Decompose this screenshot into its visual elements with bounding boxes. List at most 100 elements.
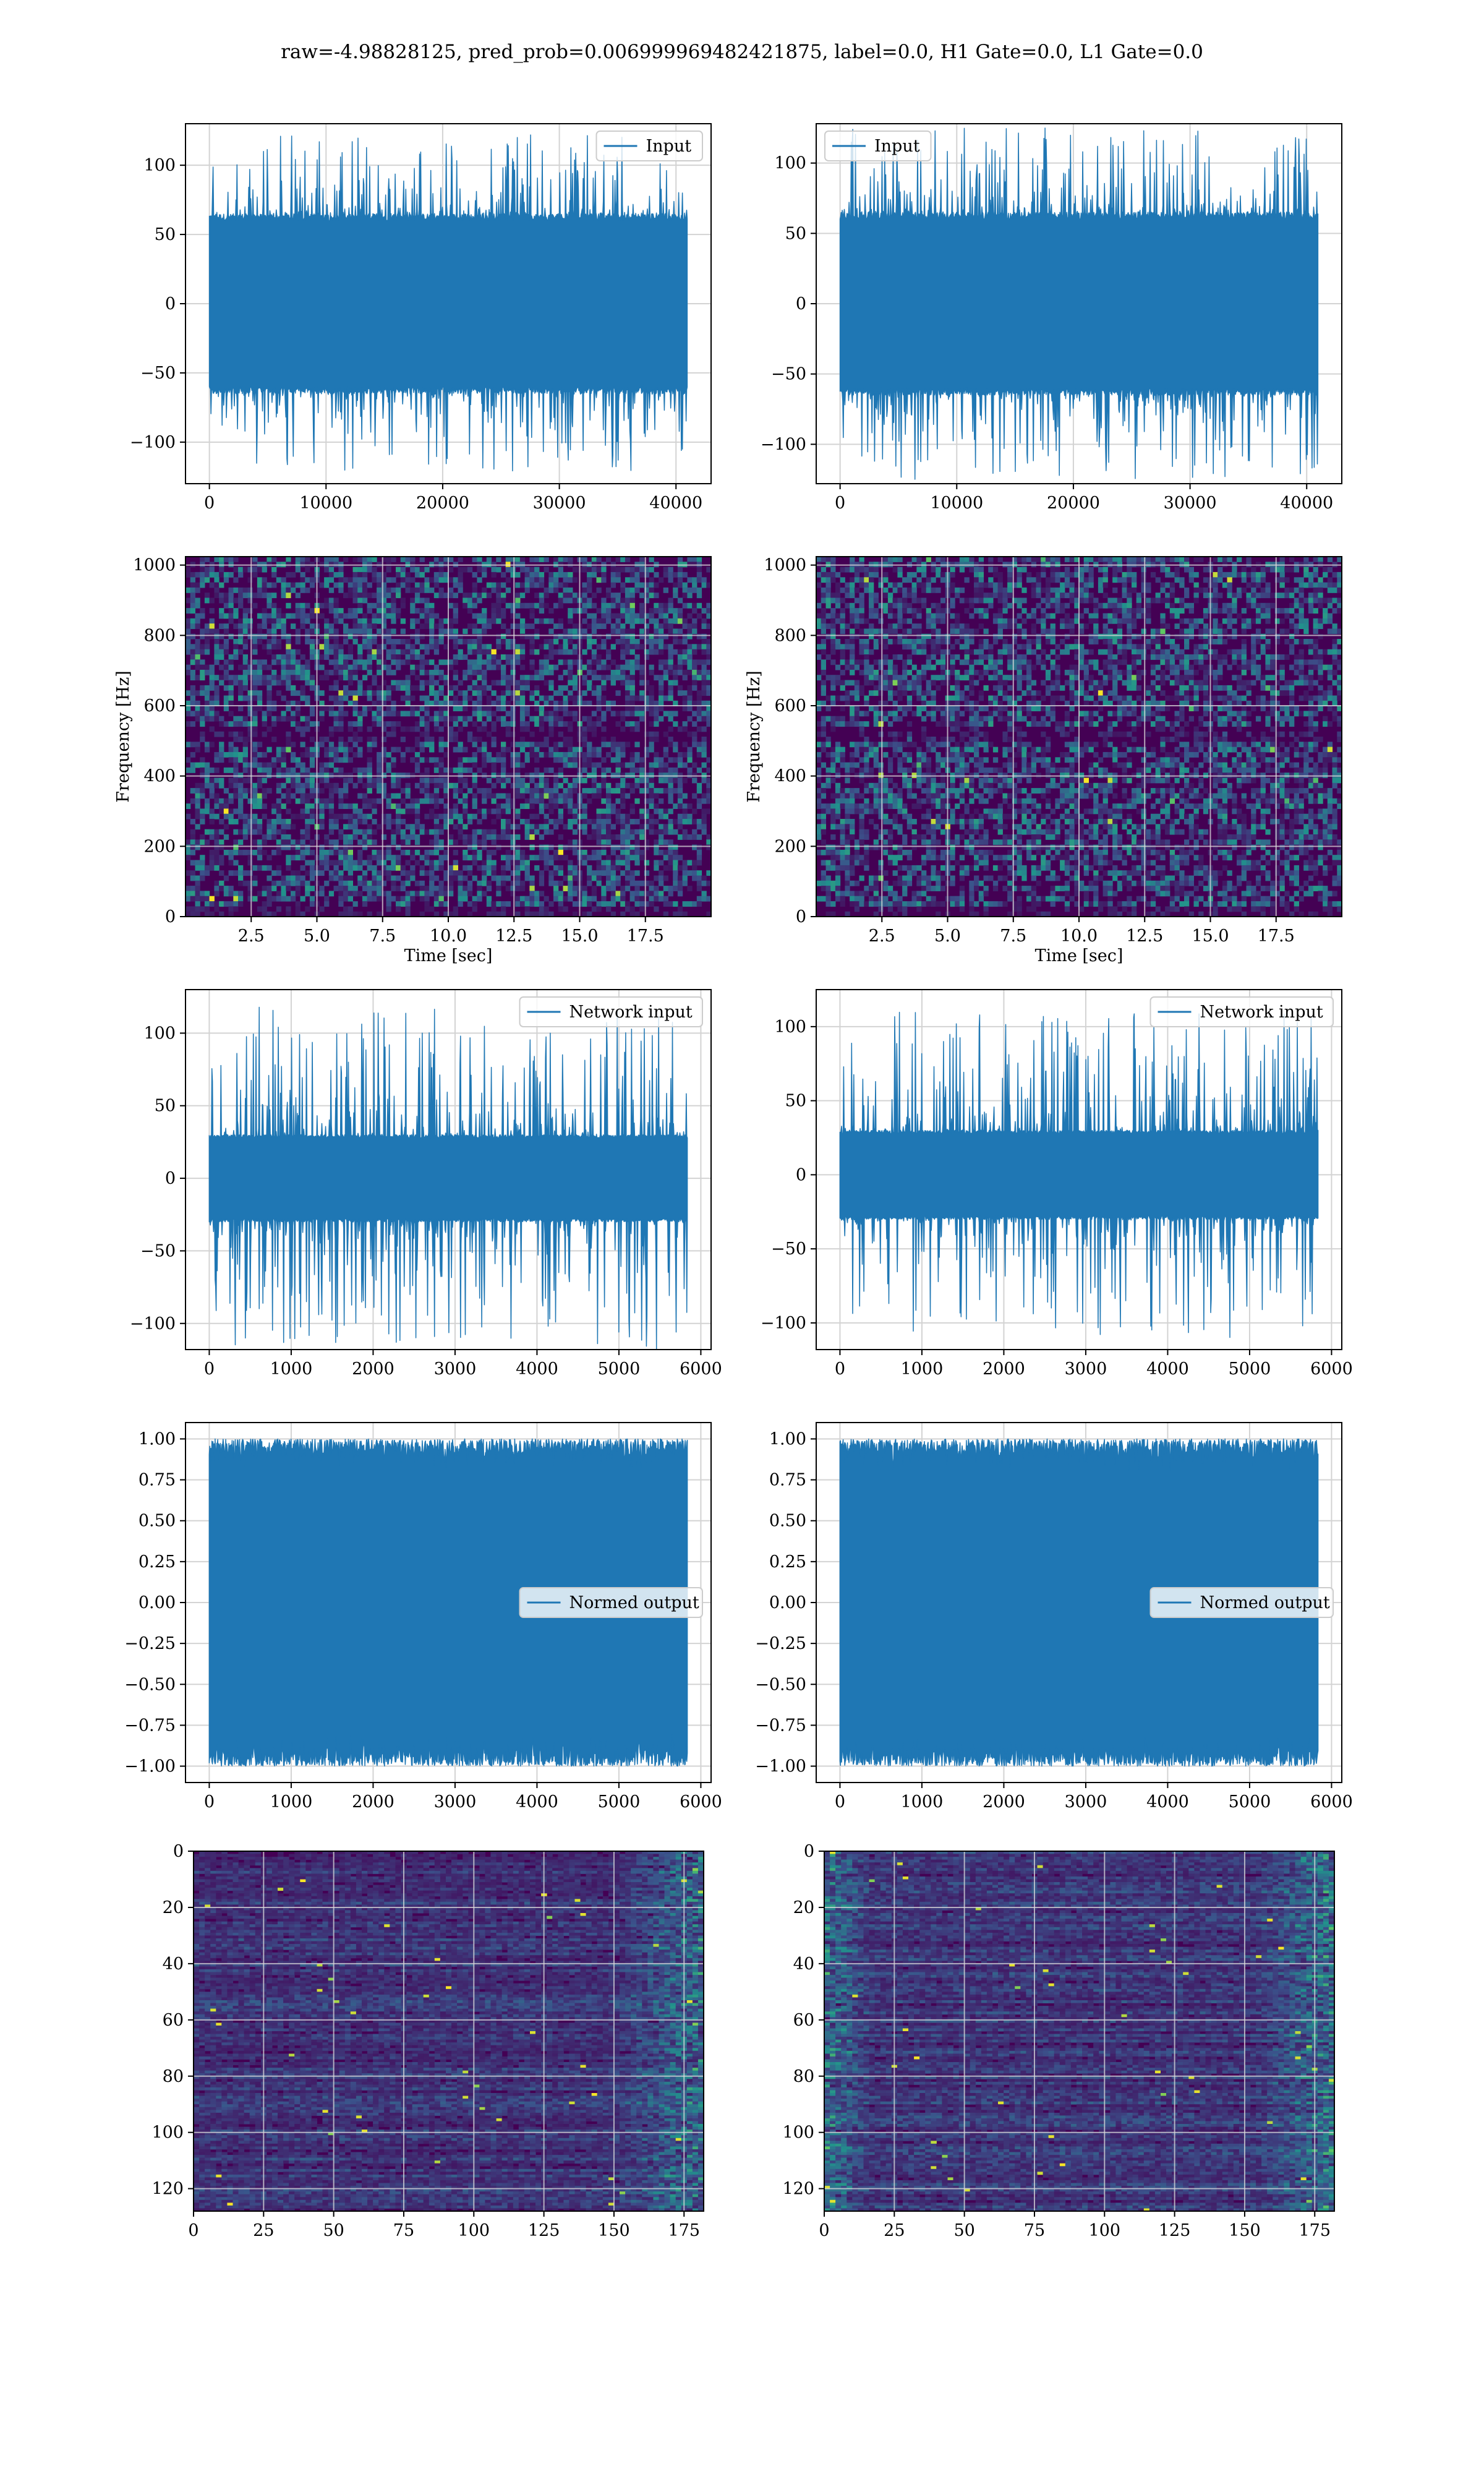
spec-left-heatmap-cell [362, 876, 367, 881]
spec-left-heatmap-cell [548, 747, 553, 753]
spec-left-heatmap-cell [487, 644, 492, 649]
spec-left-heatmap-cell [539, 644, 544, 649]
spec-left-heatmap-cell [301, 742, 305, 747]
spec-left-heatmap-cell [520, 886, 525, 891]
spec-left-heatmap-cell [597, 634, 602, 640]
spec-left-heatmap-cell [372, 577, 377, 583]
spec-left-heatmap-cell [639, 881, 644, 886]
spec-left-heatmap-cell [310, 783, 315, 789]
spec-left-heatmap-cell [601, 824, 606, 829]
spec-left-heatmap-cell [205, 670, 210, 675]
spec-left-heatmap-cell [205, 634, 210, 640]
spec-left-heatmap-cell [348, 855, 353, 860]
spec-left-heatmap-cell [210, 670, 215, 675]
spec-left-heatmap-cell [592, 690, 597, 696]
spec-left-heatmap-cell [592, 752, 597, 758]
spec-left-heatmap-cell [238, 901, 243, 907]
spec-left-heatmap-cell [463, 783, 467, 789]
spec-left-heatmap-cell [616, 752, 621, 758]
spec-left-heatmap-cell [548, 845, 553, 850]
spec-left-heatmap-cell [515, 814, 520, 820]
spec-left-heatmap-cell [606, 860, 611, 866]
spec-left-heatmap-cell [477, 665, 482, 670]
spec-left-heatmap-cell [453, 603, 458, 609]
spec-left-heatmap-cell [324, 557, 329, 562]
spec-left-heatmap-cell [529, 803, 534, 809]
spec-left-heatmap-cell [305, 778, 310, 784]
spec-left-heatmap-cell [573, 628, 578, 634]
spec-left-heatmap-cell [286, 839, 291, 845]
spec-left-heatmap-cell [229, 752, 234, 758]
spec-left-heatmap-cell [453, 732, 458, 737]
spec-left-heatmap-cell [296, 788, 301, 794]
spec-left-heatmap-cell [439, 577, 444, 583]
spec-left-heatmap-cell [544, 567, 549, 573]
spec-left-heatmap-cell [329, 824, 334, 829]
input-right-xtick-label: 40000 [1280, 494, 1333, 513]
spec-left-heatmap-cell [668, 726, 673, 732]
spec-left-heatmap-cell [597, 876, 602, 881]
spec-left-heatmap-cell [659, 628, 663, 634]
spec-left-heatmap-cell [568, 577, 573, 583]
spec-left-heatmap-cell [606, 603, 611, 609]
spec-left-heatmap-cell [697, 675, 702, 680]
spec-left-heatmap-cell [453, 593, 458, 598]
spec-left-heatmap-cell [386, 901, 391, 907]
spec-left-heatmap-cell [573, 685, 578, 691]
spec-left-heatmap-cell [529, 829, 534, 835]
spec-left-heatmap-cell [501, 670, 506, 675]
spec-left-heatmap-cell [229, 901, 234, 907]
spec-left-heatmap-cell [634, 855, 639, 860]
spec-left-heatmap-cell [271, 829, 276, 835]
spec-left-heatmap-cell [372, 850, 377, 855]
spec-left-heatmap-cell [200, 675, 205, 680]
spec-left-heatmap-cell [219, 680, 224, 686]
spec-left-heatmap-cell [692, 865, 697, 871]
spec-left-heatmap-cell [639, 567, 644, 573]
spec-left-heatmap-cell [630, 598, 635, 604]
spec-left-heatmap-cell [296, 886, 301, 891]
spec-left-heatmap-cell [520, 860, 525, 866]
spec-left-heatmap-cell [487, 654, 492, 660]
spec-left-heatmap-cell [544, 742, 549, 747]
spec-left-heatmap-cell [267, 896, 271, 902]
spec-left-heatmap-cell [529, 891, 534, 896]
spec-left-heatmap-cell [663, 788, 668, 794]
spec-left-heatmap-cell [496, 614, 501, 619]
spec-left-heatmap-cell [573, 608, 578, 614]
spec-left-heatmap-cell [654, 583, 659, 588]
spec-left-heatmap-cell [663, 768, 668, 773]
spec-left-heatmap-cell [654, 623, 659, 629]
spec-left-heatmap-cell [702, 896, 707, 902]
spec-left-heatmap-cell [678, 794, 683, 799]
spec-left-heatmap-cell [319, 763, 324, 768]
spec-left-heatmap-cell [630, 618, 635, 624]
spec-left-heatmap-cell [406, 788, 411, 794]
spec-left-heatmap-cell [291, 670, 296, 675]
spec-left-heatmap-cell [573, 757, 578, 763]
spec-left-heatmap-cell [429, 685, 434, 691]
spec-left-heatmap-cell [190, 829, 195, 835]
spec-left-heatmap-cell [659, 639, 663, 644]
spec-left-heatmap-cell [205, 763, 210, 768]
spec-left-heatmap-cell [396, 829, 401, 835]
spec-left-heatmap-cell [529, 634, 534, 640]
spec-left-heatmap-cell [324, 623, 329, 629]
spec-left-heatmap-cell [663, 588, 668, 593]
spec-left-heatmap-cell [386, 794, 391, 799]
spec-left-heatmap-cell [654, 572, 659, 578]
spec-left-heatmap-cell [582, 675, 587, 680]
spec-left-heatmap-cell [243, 567, 248, 573]
spec-left-heatmap-cell [587, 716, 592, 722]
spec-left-heatmap-cell [377, 711, 382, 716]
spec-left-heatmap-cell [563, 737, 568, 742]
spec-left-heatmap-cell [271, 819, 276, 824]
spec-left-heatmap-cell [334, 634, 339, 640]
spec-left-heatmap-cell [229, 891, 234, 896]
spec-left-heatmap-cell [410, 808, 415, 814]
spec-left-heatmap-cell [515, 690, 520, 696]
spec-left-heatmap-cell [357, 557, 362, 562]
spec-left-heatmap-cell [238, 876, 243, 881]
spec-left-heatmap-cell [195, 742, 200, 747]
spec-left-heatmap-cell [630, 850, 635, 855]
